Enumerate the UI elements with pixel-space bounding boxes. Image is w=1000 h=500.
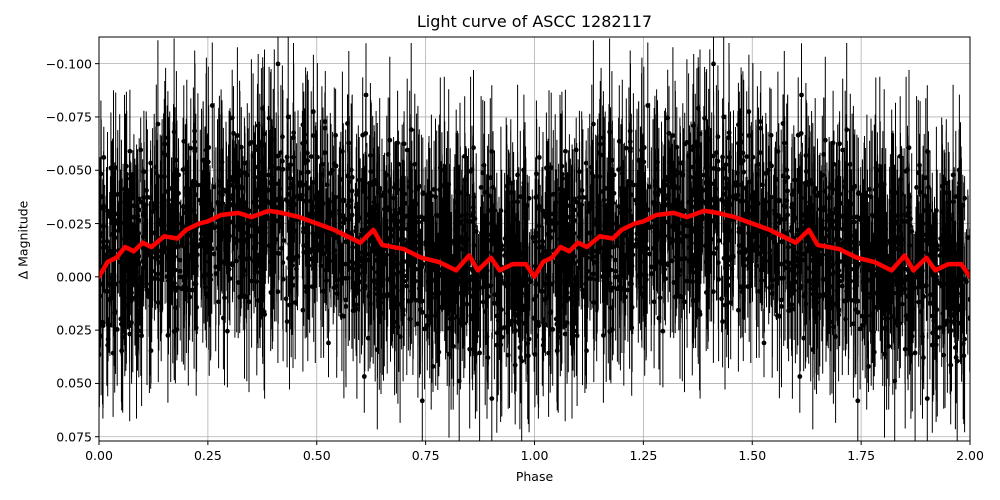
chart-title: Light curve of ASCC 1282117 xyxy=(416,12,653,31)
x-tick-label: 1.25 xyxy=(629,448,658,463)
y-tick-label: 0.000 xyxy=(56,269,92,285)
y-tick-label: −0.025 xyxy=(45,216,92,232)
y-tick-label: 0.050 xyxy=(56,375,92,391)
x-tick-label: 1.00 xyxy=(520,448,549,463)
x-axis-label: Phase xyxy=(515,469,554,484)
x-tick-label: 2.00 xyxy=(956,448,984,463)
y-tick-label: −0.075 xyxy=(45,109,92,125)
x-tick-label: 0.75 xyxy=(411,448,440,463)
y-tick-label: −0.100 xyxy=(45,56,92,72)
y-tick-label: −0.050 xyxy=(45,162,92,178)
axis-ticks xyxy=(95,63,971,445)
x-tick-label: 1.50 xyxy=(738,448,767,463)
x-tick-label: 0.25 xyxy=(193,448,222,463)
y-tick-label: 0.075 xyxy=(56,429,92,445)
x-tick-label: 0.00 xyxy=(85,448,113,463)
x-tick-label: 1.75 xyxy=(847,448,876,463)
x-tick-label: 0.50 xyxy=(302,448,331,463)
binned-mean-curve xyxy=(99,208,970,280)
y-axis-label: Δ Magnitude xyxy=(15,200,31,280)
y-tick-label: 0.025 xyxy=(56,322,92,338)
